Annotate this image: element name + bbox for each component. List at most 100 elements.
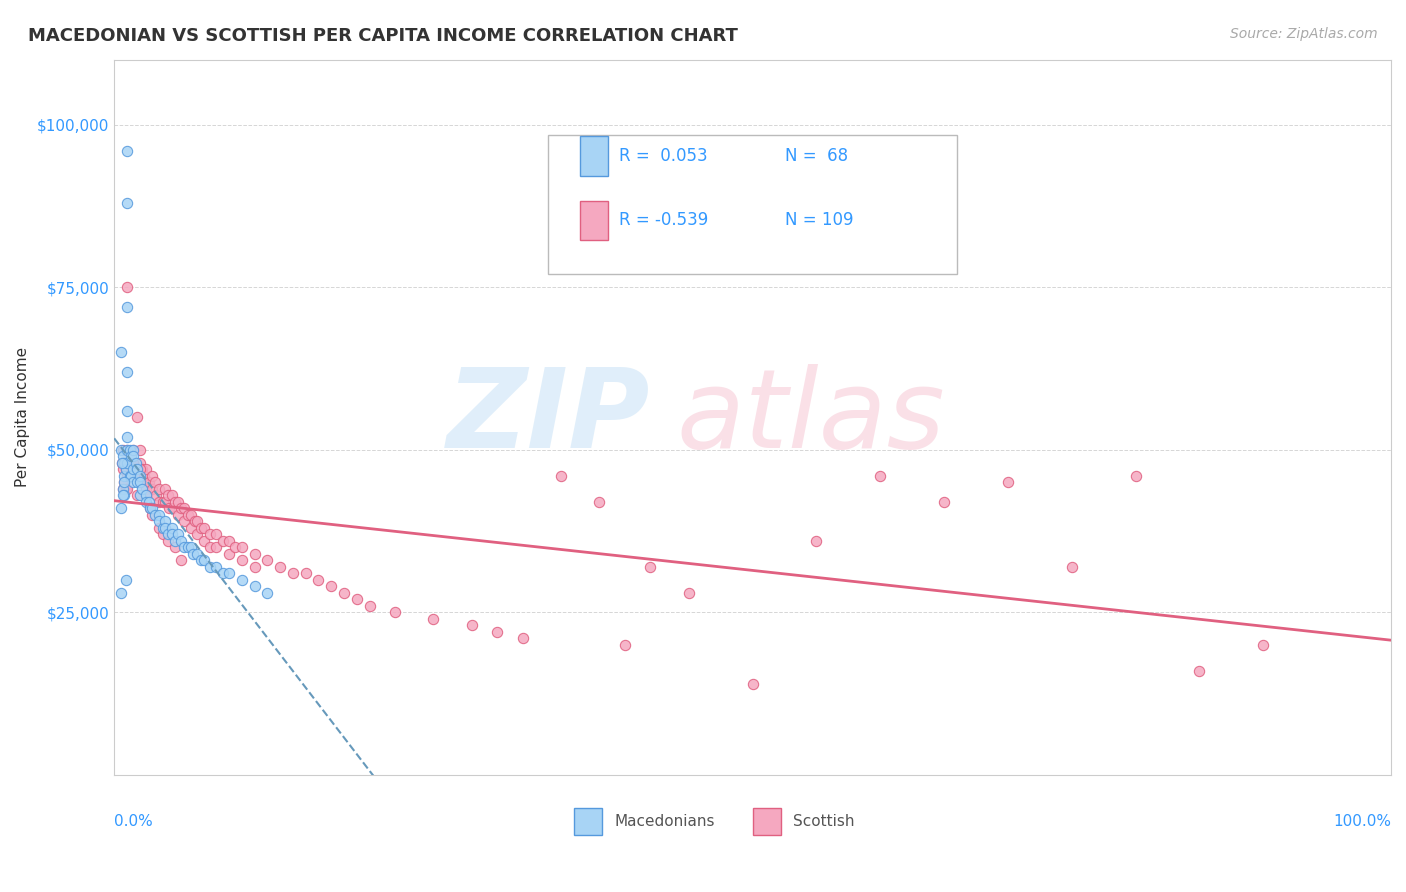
Point	[131, 462, 153, 476]
Point	[110, 442, 132, 457]
Point	[269, 559, 291, 574]
Point	[177, 508, 200, 522]
FancyBboxPatch shape	[752, 807, 780, 835]
FancyBboxPatch shape	[548, 135, 957, 274]
Point	[118, 456, 141, 470]
Point	[640, 559, 662, 574]
Point	[183, 547, 205, 561]
FancyBboxPatch shape	[574, 807, 602, 835]
Point	[180, 508, 202, 522]
Point	[156, 527, 179, 541]
Point	[550, 468, 572, 483]
Point	[183, 514, 205, 528]
Point	[115, 195, 138, 210]
Point	[294, 566, 316, 581]
Point	[193, 521, 215, 535]
Point	[112, 482, 135, 496]
Point	[486, 624, 509, 639]
FancyBboxPatch shape	[581, 201, 609, 240]
Point	[198, 527, 221, 541]
Point	[152, 494, 174, 508]
Point	[135, 488, 157, 502]
Point	[932, 494, 955, 508]
Point	[806, 533, 828, 548]
Text: N = 109: N = 109	[785, 211, 853, 229]
Text: Scottish: Scottish	[793, 814, 855, 829]
Point	[112, 456, 135, 470]
Point	[333, 585, 356, 599]
Point	[115, 144, 138, 158]
Point	[110, 501, 132, 516]
Point	[173, 514, 195, 528]
Point	[231, 553, 253, 567]
Point	[128, 456, 150, 470]
Point	[177, 540, 200, 554]
Point	[156, 533, 179, 548]
Point	[128, 475, 150, 490]
Point	[138, 494, 160, 508]
Point	[1060, 559, 1083, 574]
Point	[112, 449, 135, 463]
Point	[169, 533, 191, 548]
Point	[155, 482, 177, 496]
Point	[243, 559, 266, 574]
Point	[120, 449, 142, 463]
Point	[678, 585, 700, 599]
Point	[190, 553, 212, 567]
Point	[118, 442, 141, 457]
Point	[186, 514, 208, 528]
Point	[114, 462, 136, 476]
Point	[281, 566, 304, 581]
Point	[173, 501, 195, 516]
Point	[869, 468, 891, 483]
Point	[127, 488, 149, 502]
Point	[135, 488, 157, 502]
Point	[346, 592, 368, 607]
Point	[135, 482, 157, 496]
Point	[122, 442, 145, 457]
Point	[114, 573, 136, 587]
Point	[157, 501, 180, 516]
Point	[118, 468, 141, 483]
Text: R =  0.053: R = 0.053	[619, 147, 707, 165]
Point	[138, 475, 160, 490]
Point	[160, 521, 183, 535]
Text: 0.0%: 0.0%	[114, 814, 153, 829]
Point	[205, 540, 228, 554]
Point	[321, 579, 343, 593]
Point	[112, 442, 135, 457]
Point	[120, 468, 142, 483]
Point	[110, 585, 132, 599]
Point	[122, 456, 145, 470]
Point	[155, 494, 177, 508]
Point	[128, 475, 150, 490]
Point	[128, 442, 150, 457]
Point	[143, 475, 166, 490]
Point	[145, 488, 167, 502]
Point	[218, 566, 240, 581]
Point	[160, 527, 183, 541]
Point	[135, 494, 157, 508]
Point	[155, 514, 177, 528]
Point	[122, 449, 145, 463]
Point	[115, 456, 138, 470]
Point	[1125, 468, 1147, 483]
Point	[218, 547, 240, 561]
Point	[193, 553, 215, 567]
Point	[173, 540, 195, 554]
Point	[1188, 664, 1211, 678]
Point	[165, 494, 187, 508]
Point	[148, 514, 170, 528]
Point	[180, 540, 202, 554]
Point	[198, 540, 221, 554]
Point	[128, 462, 150, 476]
Point	[218, 533, 240, 548]
Point	[112, 456, 135, 470]
Point	[198, 559, 221, 574]
Point	[112, 475, 135, 490]
Point	[127, 462, 149, 476]
Point	[180, 521, 202, 535]
Point	[141, 501, 163, 516]
Point	[190, 521, 212, 535]
Point	[148, 494, 170, 508]
